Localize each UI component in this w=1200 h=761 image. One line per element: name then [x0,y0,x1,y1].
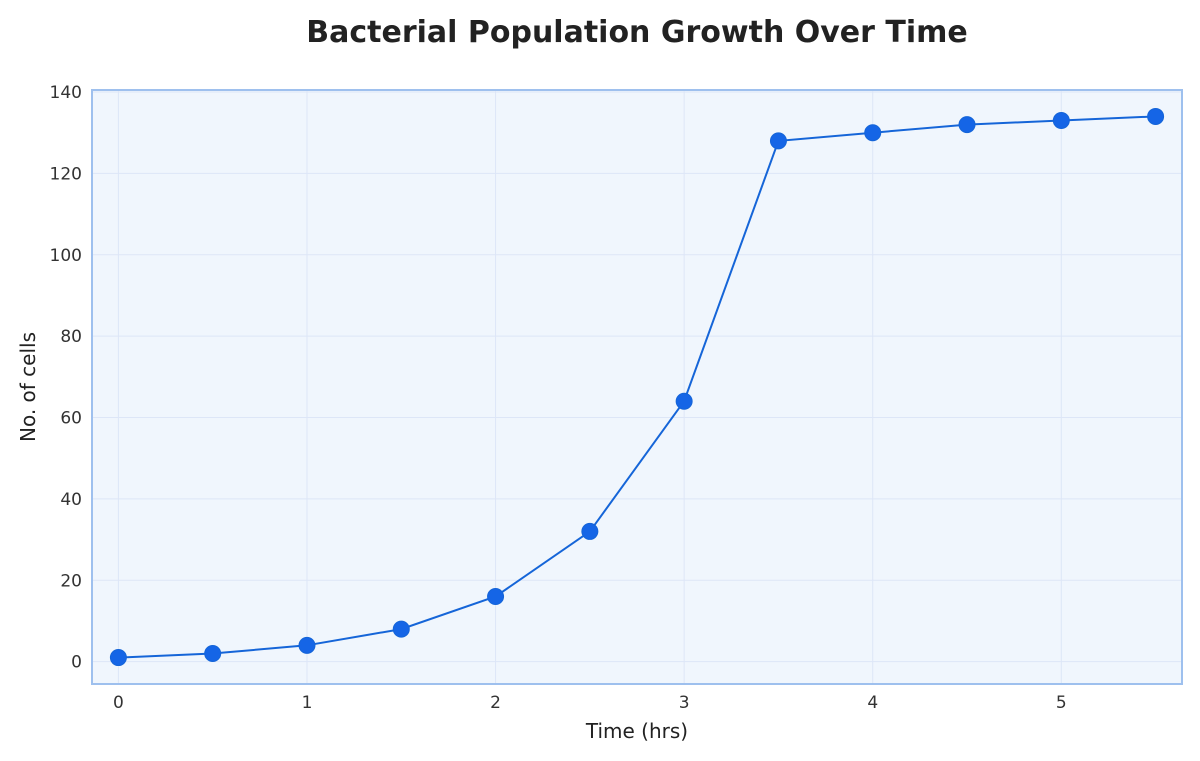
y-tick-label: 40 [60,490,82,510]
y-tick-label: 20 [60,571,82,591]
data-point [204,644,222,662]
data-point [1147,107,1165,125]
data-point [769,132,787,150]
y-axis-ticks: 0 20 40 60 80 100 120 140 [50,83,82,673]
x-tick-label: 4 [867,693,878,713]
x-tick-label: 5 [1056,693,1067,713]
series-line [118,115,1156,659]
x-tick-label: 0 [113,693,124,713]
y-tick-label: 120 [50,164,82,184]
x-tick-label: 3 [679,693,690,713]
data-point [298,636,316,654]
y-tick-label: 140 [50,83,82,103]
data-point [864,124,882,142]
y-tick-label: 60 [60,409,82,429]
data-point [581,522,599,540]
data-point [392,620,410,638]
x-axis-ticks: 0 1 2 3 4 5 [113,693,1067,713]
data-point [958,116,976,134]
data-point [1052,112,1070,130]
grid [93,91,1181,683]
chart-title: Bacterial Population Growth Over Time [306,15,968,50]
y-tick-label: 0 [71,653,82,673]
data-point [675,392,693,410]
y-tick-label: 100 [50,246,82,266]
y-axis-label: No. of cells [16,332,40,442]
plot-area [91,89,1183,685]
data-point [109,649,127,667]
data-point [487,588,505,606]
x-axis-label: Time (hrs) [585,719,688,743]
data-points [109,107,1165,667]
x-tick-label: 1 [302,693,313,713]
y-tick-label: 80 [60,327,82,347]
x-tick-label: 2 [490,693,501,713]
